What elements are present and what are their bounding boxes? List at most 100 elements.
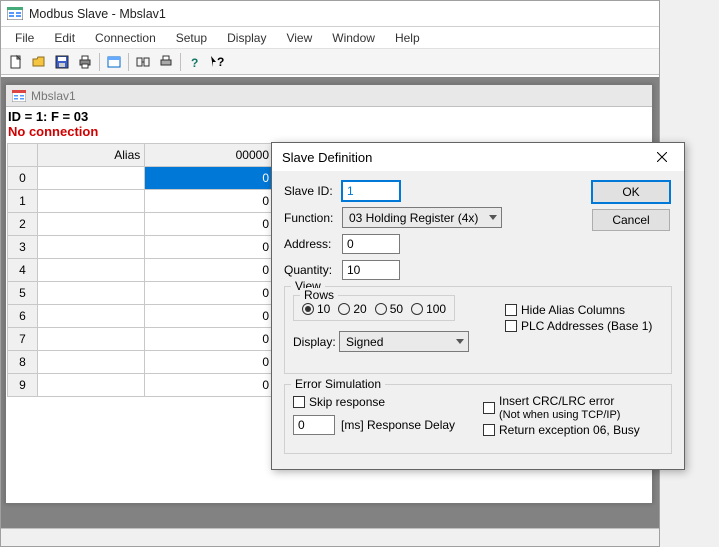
cancel-button[interactable]: Cancel: [592, 209, 670, 231]
row-header: 3: [8, 236, 38, 259]
table-row[interactable]: 00: [8, 167, 274, 190]
error-sim-group: Error Simulation Skip response [ms] Resp…: [284, 384, 672, 454]
value-cell[interactable]: 0: [145, 236, 274, 259]
menu-connection[interactable]: Connection: [85, 28, 166, 48]
value-cell[interactable]: 0: [145, 282, 274, 305]
view-group: View Rows 102050100 Hide Alias Columns P…: [284, 286, 672, 374]
dialog-title: Slave Definition: [282, 150, 372, 165]
value-cell[interactable]: 0: [145, 374, 274, 397]
corner-header: [8, 144, 38, 167]
ok-button[interactable]: OK: [592, 181, 670, 203]
display-select[interactable]: Signed: [339, 331, 469, 352]
rows-radio-20[interactable]: 20: [338, 302, 366, 316]
close-icon: [657, 152, 667, 162]
connect-icon[interactable]: [132, 51, 154, 73]
table-row[interactable]: 90: [8, 374, 274, 397]
print-icon[interactable]: [74, 51, 96, 73]
menu-view[interactable]: View: [276, 28, 322, 48]
mdi-titlebar: Mbslav1: [6, 85, 652, 107]
row-header: 1: [8, 190, 38, 213]
row-header: 2: [8, 213, 38, 236]
svg-text:?: ?: [217, 55, 224, 69]
alias-cell[interactable]: [38, 167, 145, 190]
value-cell[interactable]: 0: [145, 351, 274, 374]
row-header: 9: [8, 374, 38, 397]
rows-radio-100[interactable]: 100: [411, 302, 446, 316]
rows-group: Rows 102050100: [293, 295, 455, 321]
close-button[interactable]: [642, 144, 682, 170]
value-cell[interactable]: 0: [145, 328, 274, 351]
error-sim-title: Error Simulation: [291, 377, 385, 391]
window-title: Modbus Slave - Mbslav1: [29, 7, 166, 21]
alias-cell[interactable]: [38, 305, 145, 328]
menu-window[interactable]: Window: [322, 28, 385, 48]
whatsthis-icon[interactable]: ?: [207, 51, 229, 73]
row-header: 7: [8, 328, 38, 351]
alias-header[interactable]: Alias: [38, 144, 145, 167]
menu-setup[interactable]: Setup: [166, 28, 217, 48]
table-row[interactable]: 80: [8, 351, 274, 374]
menu-file[interactable]: File: [5, 28, 44, 48]
table-row[interactable]: 60: [8, 305, 274, 328]
row-header: 6: [8, 305, 38, 328]
svg-text:?: ?: [191, 56, 198, 70]
print2-icon[interactable]: [155, 51, 177, 73]
open-icon[interactable]: [28, 51, 50, 73]
mdi-title-text: Mbslav1: [31, 89, 76, 103]
slaveid-label: Slave ID:: [284, 184, 342, 198]
value-cell[interactable]: 0: [145, 190, 274, 213]
menubar: File Edit Connection Setup Display View …: [1, 27, 659, 49]
insert-crc-checkbox[interactable]: Insert CRC/LRC error (Not when using TCP…: [483, 395, 640, 421]
toolbar: ? ?: [1, 49, 659, 75]
alias-cell[interactable]: [38, 351, 145, 374]
alias-cell[interactable]: [38, 374, 145, 397]
address-label: Address:: [284, 237, 342, 251]
rows-radio-10[interactable]: 10: [302, 302, 330, 316]
value-cell[interactable]: 0: [145, 213, 274, 236]
response-delay-input[interactable]: [293, 415, 335, 435]
response-delay-label: [ms] Response Delay: [341, 418, 455, 432]
app-icon: [7, 7, 23, 20]
table-row[interactable]: 50: [8, 282, 274, 305]
value-header[interactable]: 00000: [145, 144, 274, 167]
value-cell[interactable]: 0: [145, 167, 274, 190]
quantity-input[interactable]: [342, 260, 400, 280]
new-icon[interactable]: [5, 51, 27, 73]
table-row[interactable]: 70: [8, 328, 274, 351]
statusbar: [1, 528, 659, 546]
row-header: 0: [8, 167, 38, 190]
row-header: 8: [8, 351, 38, 374]
alias-cell[interactable]: [38, 282, 145, 305]
window-icon[interactable]: [103, 51, 125, 73]
alias-cell[interactable]: [38, 328, 145, 351]
titlebar: Modbus Slave - Mbslav1: [1, 1, 659, 27]
slaveid-input[interactable]: [342, 181, 400, 201]
doc-icon: [12, 90, 26, 102]
address-input[interactable]: [342, 234, 400, 254]
return-exception-checkbox[interactable]: Return exception 06, Busy: [483, 423, 640, 437]
chevron-down-icon: [489, 215, 497, 220]
value-cell[interactable]: 0: [145, 259, 274, 282]
table-row[interactable]: 30: [8, 236, 274, 259]
help-icon[interactable]: ?: [184, 51, 206, 73]
alias-cell[interactable]: [38, 236, 145, 259]
alias-cell[interactable]: [38, 213, 145, 236]
skip-response-checkbox[interactable]: Skip response: [293, 395, 483, 409]
row-header: 4: [8, 259, 38, 282]
alias-cell[interactable]: [38, 259, 145, 282]
menu-edit[interactable]: Edit: [44, 28, 85, 48]
table-row[interactable]: 20: [8, 213, 274, 236]
id-function-line: ID = 1: F = 03: [6, 107, 652, 124]
function-select[interactable]: 03 Holding Register (4x): [342, 207, 502, 228]
table-row[interactable]: 40: [8, 259, 274, 282]
plc-addresses-checkbox[interactable]: PLC Addresses (Base 1): [505, 319, 652, 333]
rows-radio-50[interactable]: 50: [375, 302, 403, 316]
hide-alias-checkbox[interactable]: Hide Alias Columns: [505, 303, 652, 317]
menu-display[interactable]: Display: [217, 28, 276, 48]
table-row[interactable]: 10: [8, 190, 274, 213]
quantity-label: Quantity:: [284, 263, 342, 277]
value-cell[interactable]: 0: [145, 305, 274, 328]
save-icon[interactable]: [51, 51, 73, 73]
menu-help[interactable]: Help: [385, 28, 430, 48]
alias-cell[interactable]: [38, 190, 145, 213]
